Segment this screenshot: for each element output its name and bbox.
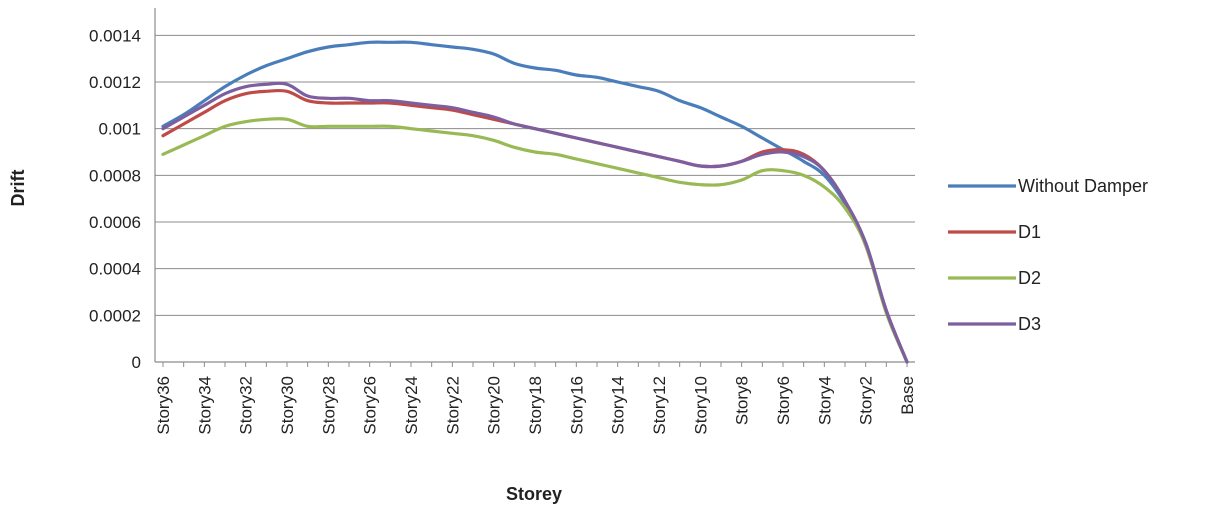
y-tick-label: 0.0002 [89,306,141,325]
y-tick-label: 0.0014 [89,26,141,45]
legend-label: D3 [1018,314,1041,334]
x-tick-label: Base [898,376,917,415]
x-tick-label: Story16 [567,376,586,435]
y-tick-label: 0.0004 [89,260,141,279]
x-axis-title: Storey [506,484,562,504]
x-tick-label: Story28 [319,376,338,435]
x-tick-label: Story2 [857,376,876,425]
x-tick-label: Story34 [195,376,214,435]
x-tick-label: Story12 [650,376,669,435]
series-layer [161,40,909,364]
x-tick-label: Story14 [609,376,628,435]
legend: Without Damper D1 D2 D3 [948,176,1148,334]
series-line-d3 [161,81,909,364]
x-tick-label: Story30 [278,376,297,435]
x-tick-label: Story32 [237,376,256,435]
series-line-d1 [161,88,909,364]
legend-label: D2 [1018,268,1041,288]
series-line-d2 [161,117,909,364]
x-tick-label: Story8 [733,376,752,425]
x-tick-label: Story26 [361,376,380,435]
x-tick-label: Story24 [402,376,421,435]
legend-label: Without Damper [1018,176,1148,196]
x-tick-label: Story20 [485,376,504,435]
legend-label: D1 [1018,222,1041,242]
x-tick-label: Story10 [691,376,710,435]
x-tick-label: Story6 [774,376,793,425]
y-tick-label: 0.0012 [89,73,141,92]
y-tick-label: 0.0008 [89,166,141,185]
x-tick-label: Story4 [815,376,834,425]
x-tick-label: Story18 [526,376,545,435]
y-tick-label: 0.001 [98,120,141,139]
axis-layer [154,8,915,367]
y-tick-label: 0.0006 [89,213,141,232]
y-axis-title: Drift [8,170,28,207]
label-layer: 0 0.0002 0.0004 0.0006 0.0008 0.001 0.0012 0.00… [89,26,917,434]
x-tick-label: Story36 [154,376,173,435]
y-tick-label: 0 [132,353,141,372]
x-tick-label: Story22 [443,376,462,435]
